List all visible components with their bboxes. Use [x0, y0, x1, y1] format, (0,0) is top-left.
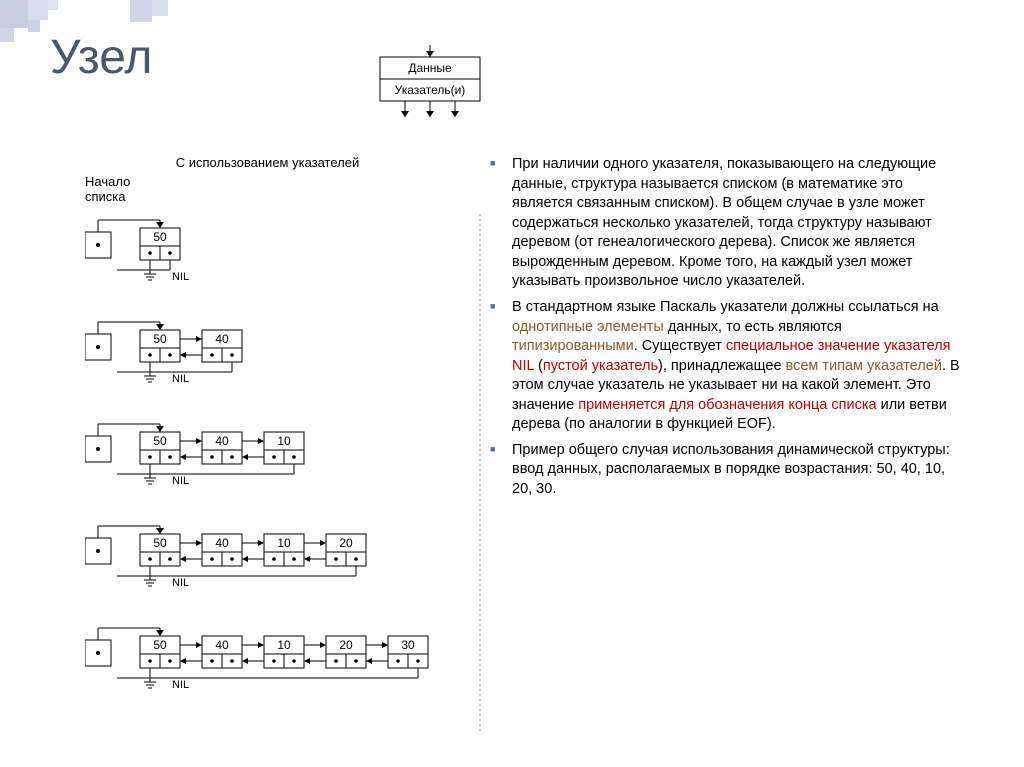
svg-text:NIL: NIL: [172, 679, 189, 691]
paragraph-3: Пример общего случая использования динам…: [490, 441, 960, 500]
svg-text:50: 50: [153, 230, 167, 244]
svg-text:50: 50: [153, 536, 167, 550]
svg-text:40: 40: [215, 434, 229, 448]
svg-text:10: 10: [277, 536, 291, 550]
linked-list-svg: 50 NIL 50 NIL 40 50 NIL 40 10 50 NIL 40 10 20 50 NIL 40 1…: [85, 214, 490, 734]
svg-text:NIL: NIL: [172, 271, 189, 283]
page-title: Узел: [50, 30, 152, 85]
svg-text:40: 40: [215, 332, 229, 346]
linked-list-diagram-column: С использованием указателей Началосписка…: [0, 155, 490, 739]
svg-text:20: 20: [339, 638, 353, 652]
svg-text:50: 50: [153, 638, 167, 652]
node-data-label: Данные: [408, 61, 452, 75]
svg-text:30: 30: [401, 638, 415, 652]
svg-text:50: 50: [153, 332, 167, 346]
paragraph-2: В стандартном языке Паскаль указатели до…: [490, 298, 960, 435]
description-text: При наличии одного указателя, показывающ…: [490, 155, 990, 739]
svg-text:NIL: NIL: [172, 577, 189, 589]
svg-text:NIL: NIL: [172, 373, 189, 385]
node-structure-diagram: Данные Указатель(и): [370, 45, 490, 135]
svg-text:40: 40: [215, 536, 229, 550]
diagram-caption: С использованием указателей: [45, 155, 490, 170]
svg-text:10: 10: [277, 434, 291, 448]
svg-text:40: 40: [215, 638, 229, 652]
paragraph-1: При наличии одного указателя, показывающ…: [490, 155, 960, 292]
list-start-label: Началосписка: [85, 174, 490, 204]
node-pointer-label: Указатель(и): [395, 83, 466, 97]
svg-text:NIL: NIL: [172, 475, 189, 487]
svg-text:10: 10: [277, 638, 291, 652]
svg-text:50: 50: [153, 434, 167, 448]
svg-text:20: 20: [339, 536, 353, 550]
